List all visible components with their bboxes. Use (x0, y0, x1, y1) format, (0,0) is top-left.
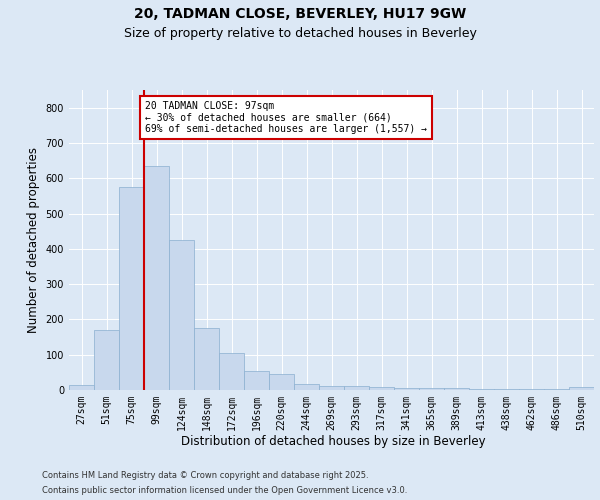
Text: 20, TADMAN CLOSE, BEVERLEY, HU17 9GW: 20, TADMAN CLOSE, BEVERLEY, HU17 9GW (134, 8, 466, 22)
Bar (69, 384, 94, 390)
Bar (319, 386, 344, 390)
Bar (419, 388, 444, 390)
Text: 20 TADMAN CLOSE: 97sqm
← 30% of detached houses are smaller (664)
69% of semi-de: 20 TADMAN CLOSE: 97sqm ← 30% of detached… (145, 100, 427, 134)
Bar (194, 328, 219, 390)
Bar (519, 389, 544, 390)
Bar (569, 387, 594, 390)
Bar (144, 166, 169, 390)
Text: Contains HM Land Registry data © Crown copyright and database right 2025.: Contains HM Land Registry data © Crown c… (42, 471, 368, 480)
Bar (344, 386, 369, 390)
Bar (169, 240, 194, 390)
Bar (494, 389, 519, 390)
Bar (294, 384, 319, 390)
Bar (394, 388, 419, 390)
Bar (369, 387, 394, 390)
Y-axis label: Number of detached properties: Number of detached properties (27, 147, 40, 333)
Bar (469, 388, 494, 390)
Bar (219, 353, 244, 390)
Bar (94, 330, 119, 390)
Text: Contains public sector information licensed under the Open Government Licence v3: Contains public sector information licen… (42, 486, 407, 495)
Bar (269, 374, 294, 390)
Bar (119, 187, 144, 390)
Text: Size of property relative to detached houses in Beverley: Size of property relative to detached ho… (124, 28, 476, 40)
Text: Distribution of detached houses by size in Beverley: Distribution of detached houses by size … (181, 435, 485, 448)
Bar (244, 370, 269, 390)
Bar (444, 388, 469, 390)
